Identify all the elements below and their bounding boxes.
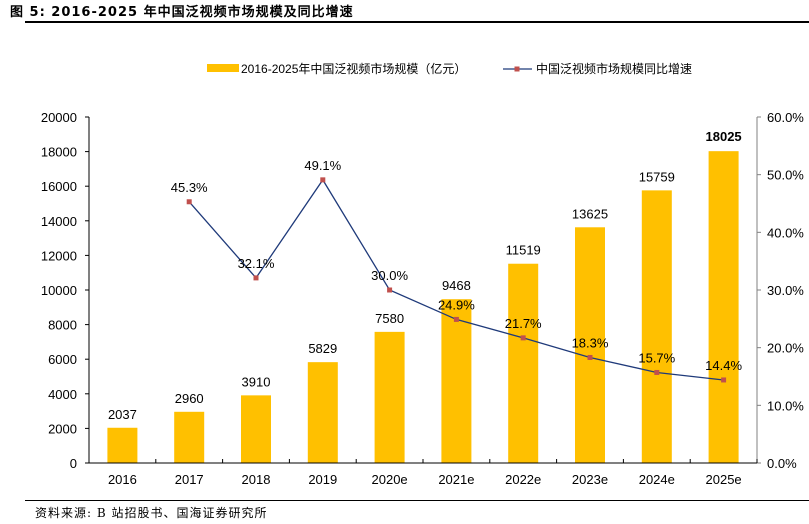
title-divider xyxy=(25,21,809,23)
bar xyxy=(107,427,138,463)
right-axis-tick-label: 10.0% xyxy=(767,398,804,413)
bar xyxy=(174,411,205,463)
bar xyxy=(441,299,472,463)
left-axis-tick-label: 16000 xyxy=(41,179,77,194)
bar-value-label: 18025 xyxy=(706,129,742,144)
growth-point xyxy=(253,275,259,281)
bar xyxy=(508,263,539,463)
growth-point xyxy=(387,287,393,293)
bar-value-label: 13625 xyxy=(572,206,608,221)
left-axis-tick-label: 0 xyxy=(70,456,77,471)
legend-line-label: 中国泛视频市场规模同比增速 xyxy=(536,61,692,76)
legend-line-marker xyxy=(514,66,520,72)
bar xyxy=(708,151,739,464)
left-axis-tick-label: 10000 xyxy=(41,283,77,298)
left-axis-tick-label: 8000 xyxy=(48,318,77,333)
bar-value-label: 3910 xyxy=(242,374,271,389)
legend-bar-swatch xyxy=(207,64,239,72)
growth-point xyxy=(587,354,593,360)
bar-value-label: 11519 xyxy=(506,243,541,258)
right-axis: 0.0% 10.0% 20.0% 30.0% 40.0% 50.0% 60.0% xyxy=(756,110,804,471)
x-axis-tick-label: 2023e xyxy=(572,472,608,487)
bar-value-label: 2960 xyxy=(175,391,204,406)
left-axis-tick-label: 20000 xyxy=(41,110,77,125)
legend: 2016-2025年中国泛视频市场规模（亿元） 中国泛视频市场规模同比增速 xyxy=(207,61,692,76)
right-axis-tick-label: 40.0% xyxy=(767,225,804,240)
bar-value-label: 15759 xyxy=(639,169,675,184)
right-axis-tick-label: 50.0% xyxy=(767,168,804,183)
x-axis-tick-label: 2016 xyxy=(108,472,137,487)
right-axis-tick-label: 30.0% xyxy=(767,283,804,298)
growth-value-label: 30.0% xyxy=(371,268,408,283)
growth-point xyxy=(453,316,459,322)
bar-value-label: 9468 xyxy=(442,278,471,293)
figure-title: 图 5: 2016-2025 年中国泛视频市场规模及同比增速 xyxy=(10,5,354,20)
x-axis-tick-label: 2017 xyxy=(175,472,204,487)
left-axis-tick-label: 18000 xyxy=(41,145,77,160)
growth-value-label: 18.3% xyxy=(572,335,609,350)
source-note: 资料来源: B 站招股书、国海证券研究所 xyxy=(35,506,268,520)
line-series xyxy=(186,177,727,383)
growth-value-label: 32.1% xyxy=(238,256,275,271)
bar-series xyxy=(107,151,739,464)
bar-value-label: 7580 xyxy=(375,311,404,326)
growth-point xyxy=(721,377,727,383)
x-axis-tick-label: 2019 xyxy=(308,472,337,487)
growth-value-label: 15.7% xyxy=(638,350,675,365)
x-axis-tick-label: 2024e xyxy=(639,472,675,487)
bar-value-label: 2037 xyxy=(108,407,137,422)
x-axis-tick-label: 2025e xyxy=(706,472,742,487)
bar xyxy=(241,395,271,463)
growth-value-label: 49.1% xyxy=(304,158,341,173)
bar xyxy=(307,362,338,463)
growth-value-label: 45.3% xyxy=(171,180,208,195)
growth-value-label: 21.7% xyxy=(505,316,542,331)
left-axis-tick-label: 2000 xyxy=(48,421,77,436)
x-axis-tick-label: 2021e xyxy=(438,472,474,487)
left-axis-tick-label: 6000 xyxy=(48,352,77,367)
left-axis-tick-label: 4000 xyxy=(48,387,77,402)
bar xyxy=(575,227,605,463)
x-axis: 2016 2017 2018 2019 2020e 2021e 2022e 2023e 2024… xyxy=(88,459,758,487)
right-axis-tick-label: 20.0% xyxy=(767,341,804,356)
bar xyxy=(374,331,405,463)
right-axis-tick-label: 0.0% xyxy=(767,456,797,471)
growth-value-label: 14.4% xyxy=(705,358,742,373)
growth-point xyxy=(654,369,660,375)
right-axis-tick-label: 60.0% xyxy=(767,110,804,125)
data-labels: 2037 2960 3910 5829 7580 9468 11519 13625 15759 1… xyxy=(108,129,743,422)
growth-point xyxy=(520,335,526,341)
legend-bar-label: 2016-2025年中国泛视频市场规模（亿元） xyxy=(241,61,466,76)
x-axis-tick-label: 2018 xyxy=(242,472,271,487)
source-divider xyxy=(25,500,809,501)
left-axis-tick-label: 14000 xyxy=(41,214,77,229)
x-axis-tick-label: 2022e xyxy=(505,472,541,487)
growth-point xyxy=(186,199,192,205)
bar xyxy=(641,190,672,463)
x-axis-tick-label: 2020e xyxy=(372,472,408,487)
growth-value-label: 24.9% xyxy=(438,297,475,312)
bar-value-label: 5829 xyxy=(308,341,337,356)
left-axis-tick-label: 12000 xyxy=(41,248,77,263)
growth-point xyxy=(320,177,326,183)
left-axis: 0 2000 4000 6000 8000 10000 12000 14000 16000 180… xyxy=(41,110,90,471)
